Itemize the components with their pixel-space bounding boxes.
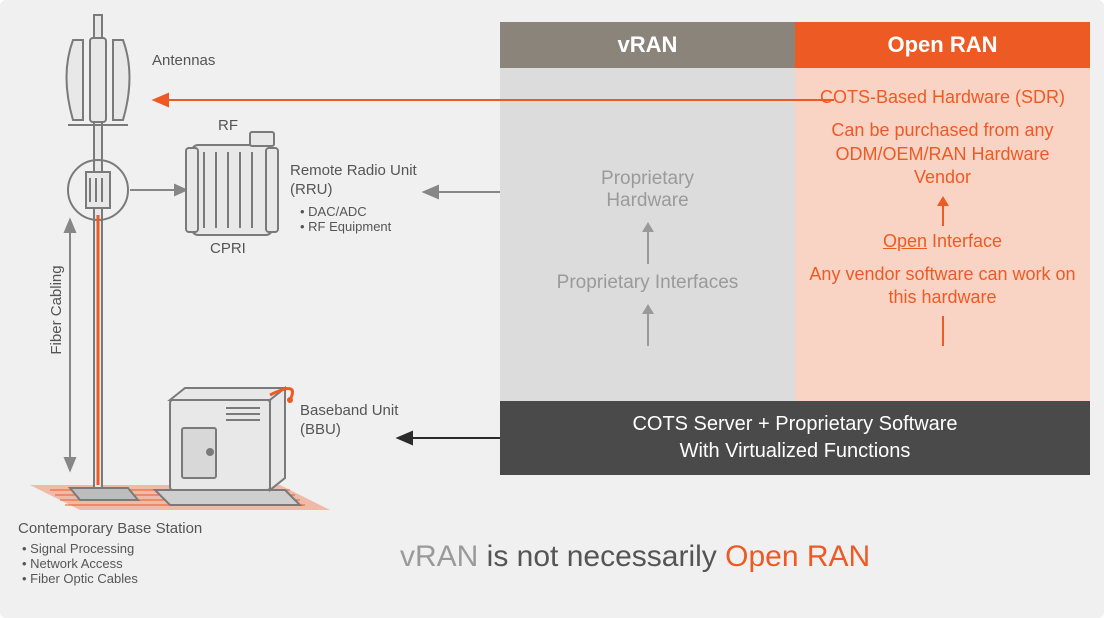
label-cpri: CPRI	[210, 240, 246, 257]
base-station-illustration	[0, 0, 500, 520]
label-bbu: Baseband Unit (BBU)	[300, 402, 420, 440]
vran-row1: Proprietary Hardware	[588, 168, 708, 212]
open-ran-header: Open RAN	[795, 22, 1090, 68]
arrow-up-icon	[638, 304, 658, 346]
label-rru: Remote Radio Unit (RRU) DAC/ADC RF Equip…	[290, 162, 440, 234]
tagline-part2: is not necessarily	[478, 540, 725, 573]
table-footer: COTS Server + Proprietary Software With …	[500, 401, 1090, 475]
vran-header: vRAN	[500, 22, 795, 68]
arrow-up-icon	[638, 222, 658, 264]
open-ran-body: COTS-Based Hardware (SDR) Can be purchas…	[795, 68, 1090, 401]
station-item: Signal Processing	[22, 541, 202, 556]
station-item: Fiber Optic Cables	[22, 571, 202, 586]
rru-item: RF Equipment	[300, 219, 440, 234]
rru-item: DAC/ADC	[300, 204, 440, 219]
label-fiber-cabling: Fiber Cabling	[48, 230, 65, 390]
station-item: Network Access	[22, 556, 202, 571]
open-mid-rest: Interface	[927, 231, 1002, 251]
tagline-part3: Open RAN	[725, 540, 870, 573]
label-antennas: Antennas	[152, 52, 215, 69]
vran-row2: Proprietary Interfaces	[557, 272, 739, 294]
open-row1a: COTS-Based Hardware (SDR)	[820, 86, 1065, 109]
tagline-part1: vRAN	[400, 540, 478, 573]
open-mid-underline: Open	[883, 231, 927, 251]
arrow-up-line-icon	[933, 316, 953, 346]
tagline: vRAN is not necessarily Open RAN	[400, 540, 870, 574]
rru-bullets: DAC/ADC RF Equipment	[300, 204, 440, 234]
open-mid: Open Interface	[883, 230, 1002, 253]
station-block: Contemporary Base Station Signal Process…	[18, 520, 202, 586]
rru-title: Remote Radio Unit (RRU)	[290, 162, 440, 200]
open-row1b: Can be purchased from any ODM/OEM/RAN Ha…	[807, 119, 1078, 189]
footer-line2: With Virtualized Functions	[680, 438, 911, 465]
station-title: Contemporary Base Station	[18, 520, 202, 537]
footer-line1: COTS Server + Proprietary Software	[632, 411, 957, 438]
arrow-up-icon	[933, 196, 953, 226]
label-rf: RF	[218, 117, 238, 134]
vran-body: Proprietary Hardware Proprietary Interfa…	[500, 68, 795, 401]
station-bullets: Signal Processing Network Access Fiber O…	[22, 541, 202, 586]
diagram-canvas: Antennas RF CPRI Remote Radio Unit (RRU)…	[0, 0, 1104, 618]
open-row2: Any vendor software can work on this har…	[807, 263, 1078, 310]
